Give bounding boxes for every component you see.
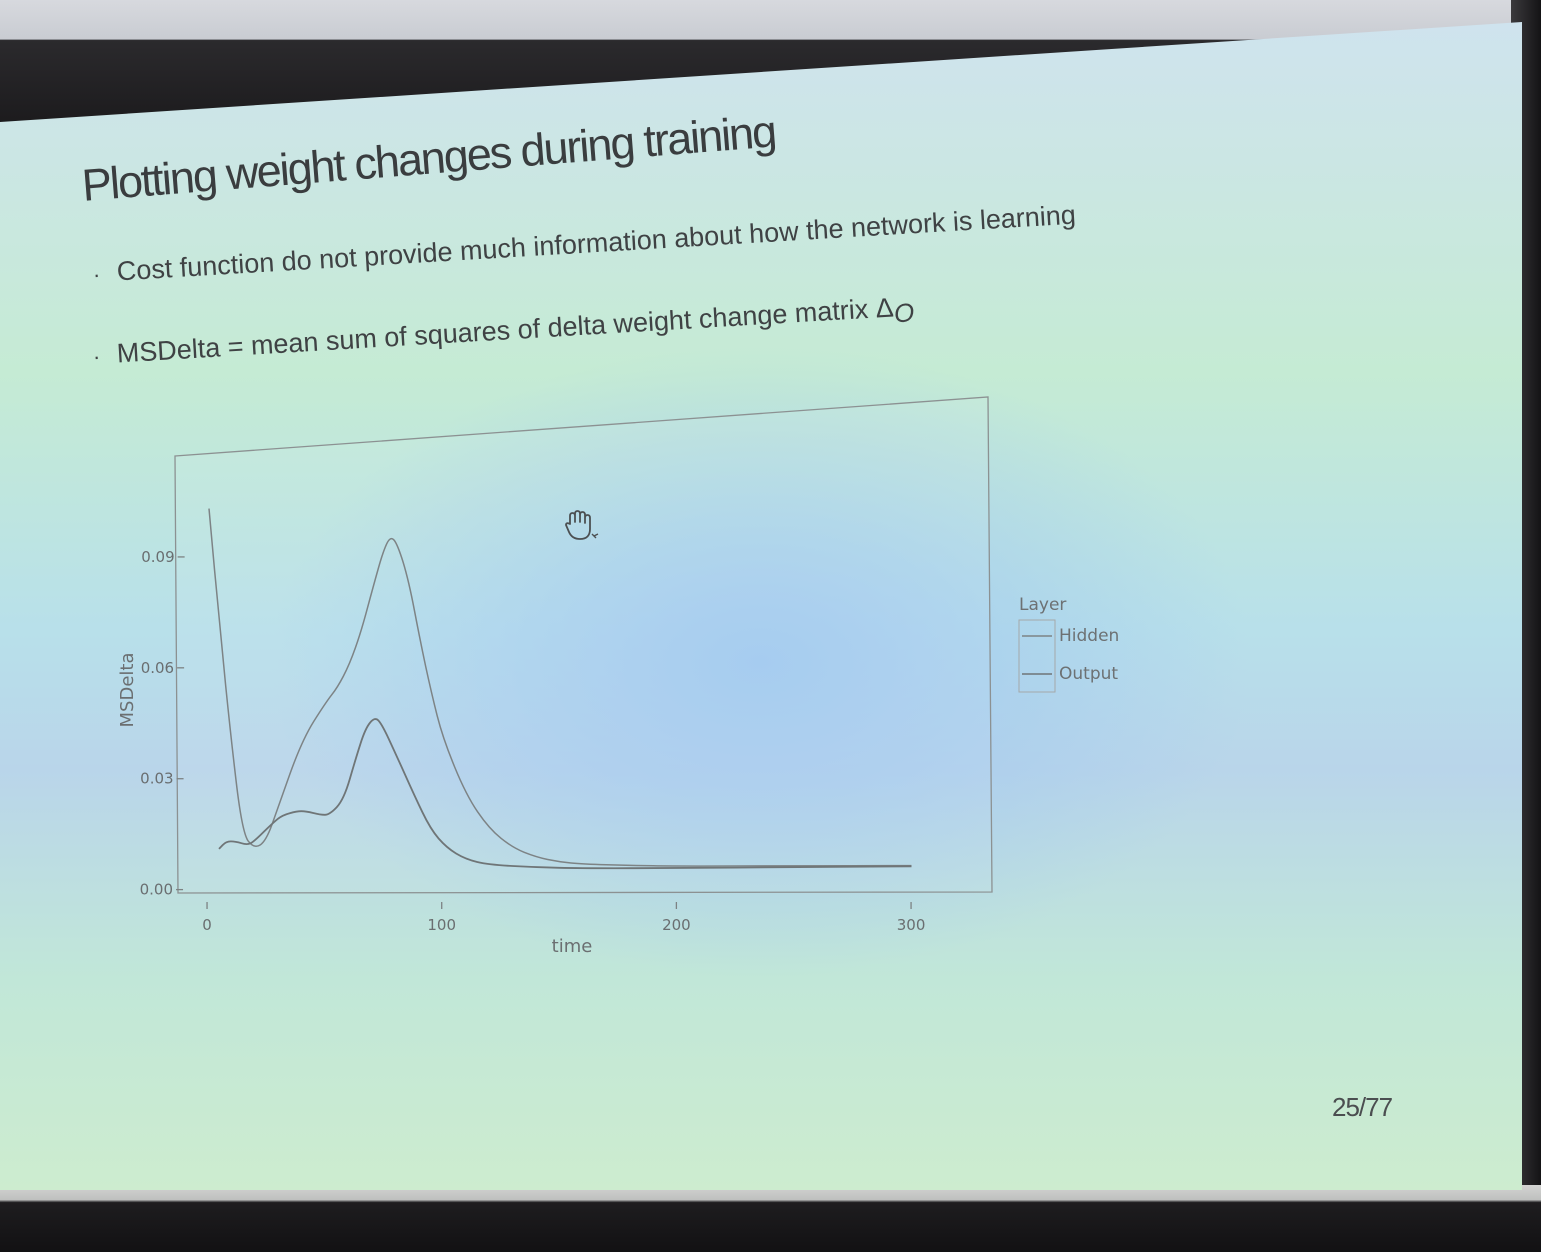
bullet-marker: ·	[92, 261, 102, 287]
x-axis-title: time	[552, 936, 593, 957]
y-tick-label: 0.09	[141, 548, 174, 566]
legend-frame	[1018, 619, 1056, 693]
delta-subscript: O	[893, 297, 916, 329]
chart-legend: Layer Hidden Output	[1018, 595, 1119, 693]
series-line-hidden	[208, 508, 912, 867]
x-axis: 0 100 200 300	[202, 902, 925, 934]
x-tick-label: 100	[427, 916, 456, 934]
page-number: 25/77	[1332, 1092, 1393, 1122]
series-group	[208, 508, 912, 870]
y-tick-label: 0.06	[141, 659, 174, 677]
y-tick-label: 0.03	[140, 770, 173, 788]
x-tick-label: 200	[662, 916, 691, 934]
slide-surface	[0, 22, 1522, 1190]
legend-label-hidden: Hidden	[1059, 626, 1119, 646]
legend-label-output: Output	[1059, 664, 1118, 684]
legend-title: Layer	[1019, 595, 1066, 615]
x-tick-label: 300	[897, 916, 926, 934]
hand-cursor-icon	[565, 510, 599, 540]
y-tick-label: 0.00	[140, 881, 173, 899]
screen-bottom-edge	[0, 1185, 1541, 1252]
plot-group: 0.00 0.03 0.06 0.09 0 100 200 300 time MSDelta	[117, 396, 993, 957]
x-tick-label: 0	[202, 916, 212, 934]
y-axis: 0.00 0.03 0.06 0.09	[140, 548, 185, 899]
bullet-marker: ·	[92, 343, 102, 369]
series-line-output	[218, 718, 912, 870]
plot-panel	[174, 396, 993, 894]
y-axis-title: MSDelta	[117, 653, 138, 728]
